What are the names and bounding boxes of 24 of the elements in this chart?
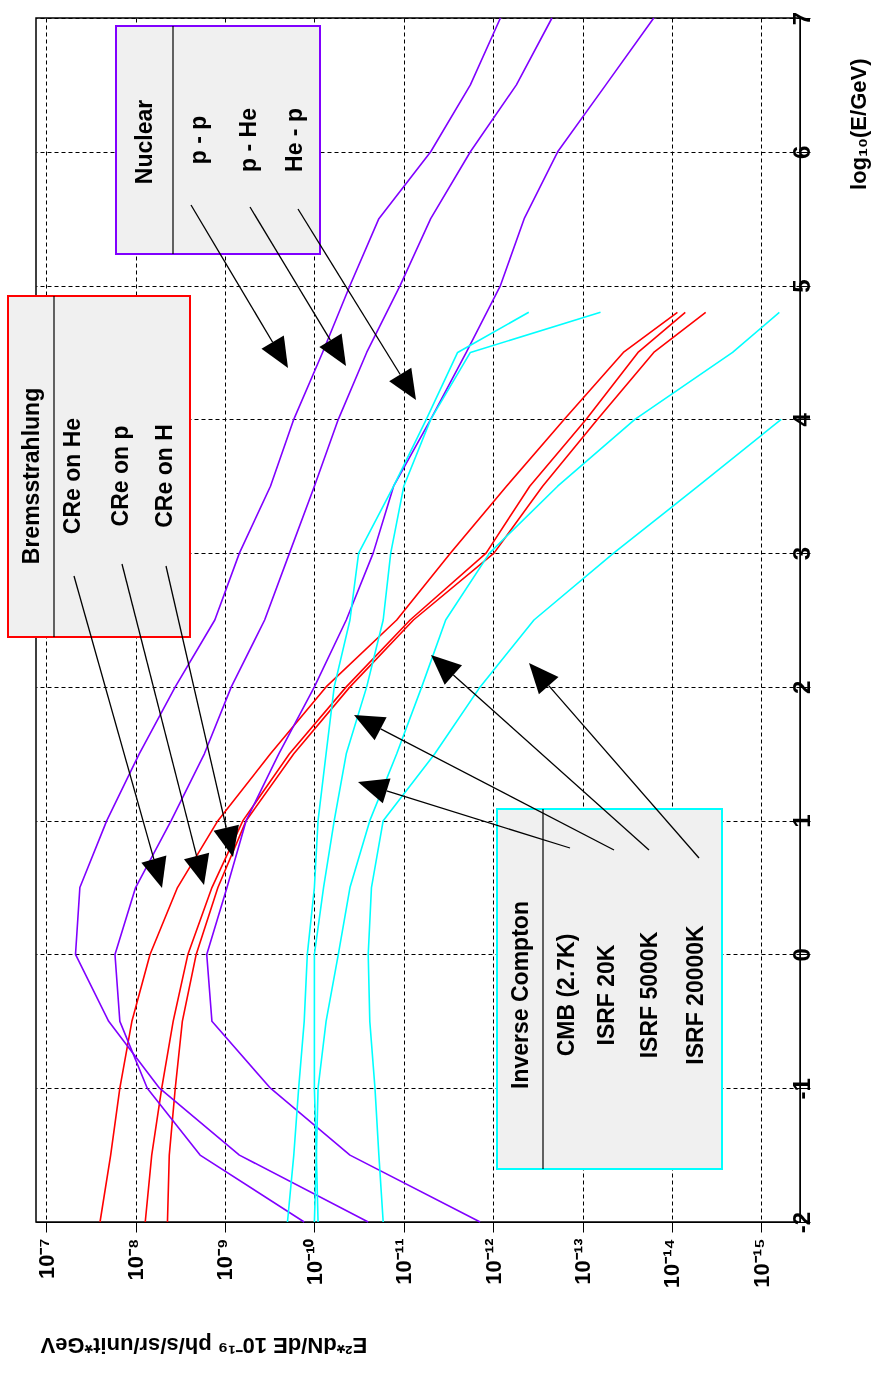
annotation: CRe on He: [59, 417, 86, 535]
annotation: CMB (2.7K): [553, 933, 580, 1057]
x-tick-label: 10⁻¹⁵: [748, 1238, 774, 1288]
x-tick-label: 10⁻⁸: [123, 1238, 149, 1281]
x-tick-label: 10⁻⁹: [212, 1238, 238, 1281]
x-tick-label: 10⁻⁷: [33, 1238, 59, 1280]
x-tick-label: 10⁻¹³: [570, 1238, 596, 1285]
x-tick-label: 10⁻¹⁴: [659, 1238, 685, 1289]
x-tick-label: 10⁻¹¹: [391, 1238, 417, 1285]
annotation: ISRF 20K: [593, 944, 620, 1046]
x-axis-title: E²*dN/dE 10⁻¹⁹ ph/s/sr/unit*GeV: [40, 1332, 368, 1358]
y-axis-title: log₁₀(E/GeV): [845, 58, 871, 190]
annotation: Nuclear: [131, 99, 158, 185]
annotation: p - He: [235, 108, 262, 172]
x-tick-label: 10⁻¹⁰: [301, 1238, 327, 1286]
annotation: He - p: [281, 108, 308, 172]
annotation: Bremsstrahlung: [18, 387, 45, 565]
annotation: CRe on H: [151, 424, 178, 528]
annotation: ISRF 20000K: [682, 924, 709, 1065]
annotation: p - p: [185, 115, 212, 165]
annotation: CRe on p: [107, 425, 134, 527]
x-tick-label: 10⁻¹²: [480, 1238, 506, 1285]
annotation: Inverse Compton: [507, 901, 534, 1089]
annotation: ISRF 5000K: [636, 931, 663, 1059]
